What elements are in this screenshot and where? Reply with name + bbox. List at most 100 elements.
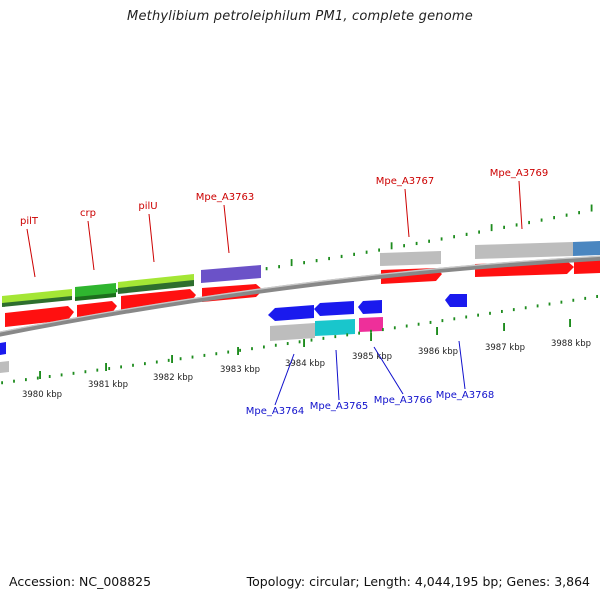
reverse-gene-label[interactable]: Mpe_A3765: [310, 401, 368, 412]
mpe-a3765-gene-feature[interactable]: [315, 319, 355, 336]
adjacent-cds-arrow[interactable]: [574, 260, 600, 274]
major-tick: [171, 355, 173, 363]
inner-tick: [227, 350, 230, 354]
outer-tick: [303, 261, 305, 265]
inner-tick: [370, 329, 372, 333]
inner-tick: [405, 324, 408, 328]
forward-gene-label[interactable]: Mpe_A3769: [490, 168, 548, 179]
outer-tick: [565, 213, 568, 217]
outer-tick: [328, 256, 330, 261]
inner-tick: [584, 296, 587, 300]
inner-tick: [251, 347, 253, 351]
scale-label: 3981 kbp: [88, 380, 128, 390]
scale-label: 3984 kbp: [285, 359, 325, 369]
reverse-gene-labels: Mpe_A3764 Mpe_A3765 Mpe_A3766 Mpe_A3768: [246, 340, 494, 417]
forward-gene-label[interactable]: Mpe_A3767: [376, 176, 434, 187]
forward-gene-label[interactable]: Mpe_A3763: [196, 192, 254, 203]
mpe-a3766-gene-feature[interactable]: [359, 317, 383, 332]
mpe-a3765-cds-arrow[interactable]: [314, 301, 354, 316]
mpe-a3769-gene-feature[interactable]: [475, 242, 573, 259]
outer-tick: [340, 254, 343, 259]
major-tick: [105, 363, 107, 371]
label-pointer-line: [274, 353, 295, 406]
forward-gene-label[interactable]: crp: [80, 208, 96, 219]
outer-tick: [503, 225, 505, 229]
inner-tick: [548, 302, 551, 306]
label-pointer-line: [335, 349, 340, 401]
outer-tick: [290, 259, 293, 267]
pilU-cds-arrow[interactable]: [121, 289, 196, 310]
forward-gene-label[interactable]: pilU: [138, 201, 157, 212]
pilT-gene-feature[interactable]: [2, 289, 72, 304]
outer-tick: [553, 216, 555, 220]
inner-tick: [572, 298, 575, 302]
inner-tick: [393, 326, 396, 330]
outer-tick: [415, 241, 418, 246]
forward-gene-label[interactable]: pilT: [20, 216, 39, 227]
label-pointer-line: [404, 188, 410, 238]
scale-label: 3985 kbp: [352, 352, 392, 362]
inner-tick: [203, 353, 206, 357]
reverse-gene-label[interactable]: Mpe_A3766: [374, 395, 432, 406]
mpe-a3763-gene-feature[interactable]: [201, 265, 261, 283]
reverse-feature-track: [0, 294, 467, 373]
outer-tick: [490, 224, 493, 232]
mpe-a3768-cds-arrow[interactable]: [445, 294, 467, 307]
inner-tick: [465, 315, 468, 319]
scale-labels: 3980 kbp 3981 kbp 3982 kbp 3983 kbp 3984 kbp…: [22, 319, 591, 400]
outer-tick: [590, 204, 593, 212]
outer-tick: [428, 239, 430, 243]
inner-tick: [25, 378, 27, 382]
inner-tick: [382, 328, 384, 332]
major-tick: [569, 319, 571, 327]
inner-tick-ring: [1, 294, 598, 385]
inner-tick: [84, 370, 87, 374]
inner-tick: [132, 363, 134, 367]
outer-tick: [378, 248, 380, 252]
inner-tick: [417, 322, 420, 326]
adjacent-gene-feature[interactable]: [573, 241, 600, 256]
inner-tick: [144, 362, 146, 366]
label-pointer-line: [26, 228, 36, 278]
crp-gene-feature-lower: [75, 293, 116, 301]
label-pointer-line: [223, 204, 230, 254]
left-edge-reverse-cds[interactable]: [0, 342, 6, 355]
map-title: Methylibium petroleiphilum PM1, complete…: [127, 9, 473, 24]
inner-tick: [120, 365, 122, 369]
outer-tick: [515, 223, 518, 227]
scale-label: 3988 kbp: [551, 339, 591, 349]
inner-tick: [310, 338, 313, 342]
inner-tick: [346, 333, 349, 337]
pilT-cds-arrow[interactable]: [5, 306, 74, 327]
inner-tick: [274, 343, 277, 347]
inner-tick: [322, 336, 325, 340]
label-pointer-line: [87, 220, 95, 271]
inner-tick: [596, 294, 598, 298]
outer-tick: [390, 242, 393, 250]
pilT-gene-feature-lower: [2, 296, 72, 307]
label-pointer-line: [518, 180, 523, 230]
mpe-a3764-cds-arrow[interactable]: [268, 305, 314, 321]
outer-tick: [315, 259, 318, 263]
inner-tick: [239, 348, 241, 352]
mpe-a3766-cds-arrow[interactable]: [358, 300, 382, 314]
label-pointer-line: [373, 346, 404, 395]
left-edge-gray-feature[interactable]: [0, 361, 9, 373]
scale-label: 3983 kbp: [220, 365, 260, 375]
inner-tick: [560, 300, 563, 304]
inner-tick: [358, 331, 360, 335]
inner-tick: [453, 317, 456, 321]
inner-tick: [524, 306, 527, 310]
reverse-gene-label[interactable]: Mpe_A3764: [246, 406, 304, 417]
reverse-gene-label[interactable]: Mpe_A3768: [436, 390, 494, 401]
outer-tick: [353, 252, 355, 256]
outer-tick: [265, 267, 268, 271]
inner-tick: [191, 355, 194, 359]
scale-label: 3987 kbp: [485, 343, 525, 353]
major-tick: [436, 327, 438, 335]
outer-tick: [528, 220, 530, 225]
mpe-a3764-gene-feature[interactable]: [270, 323, 315, 341]
mpe-a3767-gene-feature[interactable]: [380, 251, 441, 266]
major-tick: [370, 333, 372, 341]
